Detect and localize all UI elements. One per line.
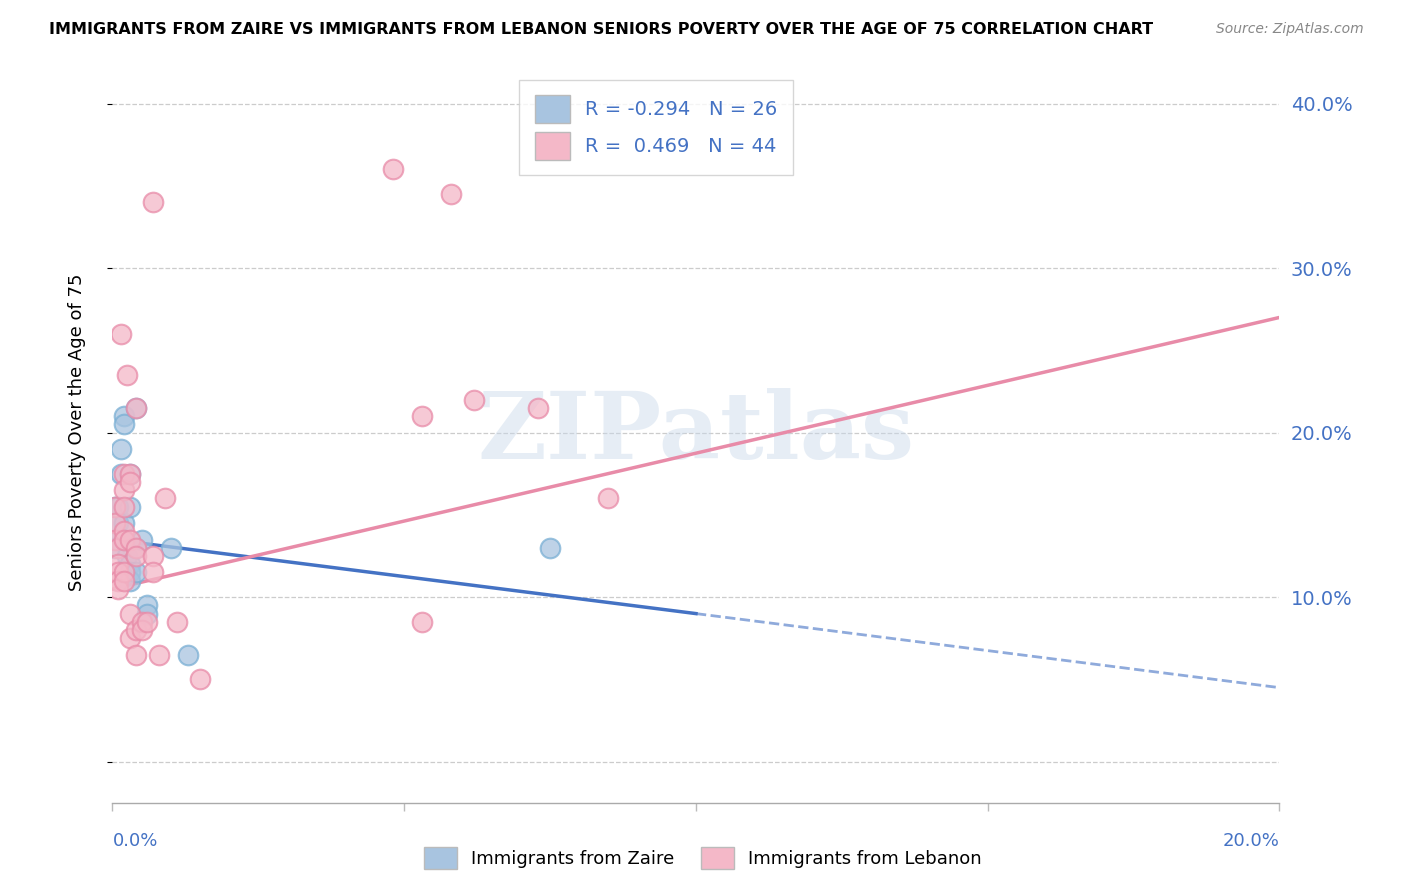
Text: 20.0%: 20.0% xyxy=(1223,832,1279,850)
Point xyxy=(463,392,485,407)
Point xyxy=(112,500,135,514)
Point xyxy=(142,195,165,210)
Point xyxy=(110,326,132,341)
Point xyxy=(118,467,141,481)
Point xyxy=(104,500,127,514)
Point xyxy=(104,541,127,555)
Point xyxy=(107,558,129,572)
Point xyxy=(136,599,159,613)
Point xyxy=(125,401,148,415)
Point xyxy=(131,533,153,547)
Point xyxy=(112,467,135,481)
Point xyxy=(188,673,211,687)
Point xyxy=(125,401,148,415)
Point xyxy=(411,409,433,424)
Point xyxy=(118,607,141,621)
Point xyxy=(110,467,132,481)
Text: IMMIGRANTS FROM ZAIRE VS IMMIGRANTS FROM LEBANON SENIORS POVERTY OVER THE AGE OF: IMMIGRANTS FROM ZAIRE VS IMMIGRANTS FROM… xyxy=(49,22,1153,37)
Point xyxy=(112,409,135,424)
Point xyxy=(107,500,129,514)
Point xyxy=(112,574,135,588)
Point xyxy=(112,533,135,547)
Point xyxy=(142,566,165,580)
Point xyxy=(148,648,170,662)
Point xyxy=(166,615,188,629)
Point xyxy=(125,541,148,555)
Point xyxy=(118,558,141,572)
Point xyxy=(118,632,141,646)
Point xyxy=(104,500,127,514)
Point xyxy=(115,549,138,563)
Point xyxy=(125,541,148,555)
Point xyxy=(107,582,129,596)
Point xyxy=(118,467,141,481)
Point xyxy=(411,615,433,629)
Point xyxy=(125,549,148,563)
Point xyxy=(115,368,138,382)
Point xyxy=(112,566,135,580)
Point xyxy=(107,541,129,555)
Legend: Immigrants from Zaire, Immigrants from Lebanon: Immigrants from Zaire, Immigrants from L… xyxy=(416,839,990,876)
Y-axis label: Seniors Poverty Over the Age of 75: Seniors Poverty Over the Age of 75 xyxy=(67,274,86,591)
Point xyxy=(112,524,135,539)
Point xyxy=(118,566,141,580)
Point xyxy=(136,615,159,629)
Point xyxy=(107,566,129,580)
Point xyxy=(131,615,153,629)
Point xyxy=(538,541,561,555)
Point xyxy=(112,417,135,432)
Point xyxy=(131,623,153,637)
Point xyxy=(125,648,148,662)
Point xyxy=(118,574,141,588)
Point xyxy=(104,516,127,530)
Point xyxy=(177,648,200,662)
Point xyxy=(104,533,127,547)
Text: Source: ZipAtlas.com: Source: ZipAtlas.com xyxy=(1216,22,1364,37)
Text: 0.0%: 0.0% xyxy=(112,832,157,850)
Point xyxy=(125,623,148,637)
Text: ZIPatlas: ZIPatlas xyxy=(478,388,914,477)
Point xyxy=(112,533,135,547)
Point xyxy=(118,533,141,547)
Point xyxy=(107,533,129,547)
Point xyxy=(142,549,165,563)
Point xyxy=(160,541,183,555)
Point xyxy=(527,401,550,415)
Legend: R = -0.294   N = 26, R =  0.469   N = 44: R = -0.294 N = 26, R = 0.469 N = 44 xyxy=(519,79,793,176)
Point xyxy=(118,500,141,514)
Point xyxy=(110,442,132,456)
Point xyxy=(440,187,463,202)
Point xyxy=(118,475,141,489)
Point xyxy=(381,162,404,177)
Point xyxy=(112,483,135,498)
Point xyxy=(107,574,129,588)
Point xyxy=(107,516,129,530)
Point xyxy=(598,491,620,506)
Point xyxy=(125,566,148,580)
Point xyxy=(112,516,135,530)
Point xyxy=(153,491,176,506)
Point xyxy=(136,607,159,621)
